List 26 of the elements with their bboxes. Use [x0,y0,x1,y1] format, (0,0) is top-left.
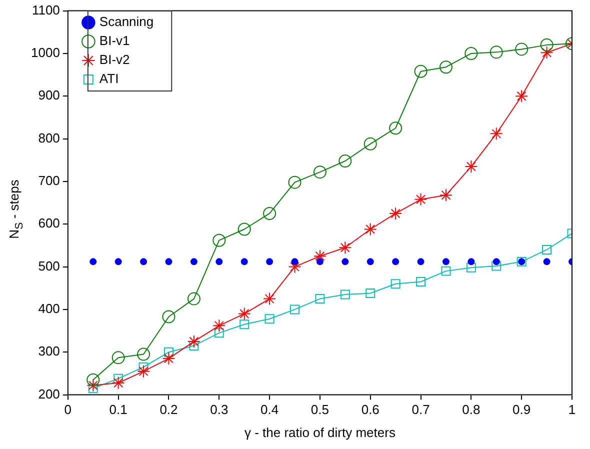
x-tick-label: 0.3 [210,402,228,418]
x-tick-label: 0.6 [361,402,380,418]
y-tick-label: 700 [38,173,60,188]
x-tick-label: 0.5 [310,402,329,418]
y-tick-label: 600 [38,216,60,231]
x-tick-label: 0.7 [412,402,430,418]
x-axis-title: γ - the ratio of dirty meters [244,424,396,440]
legend-label: Scanning [99,14,154,30]
x-tick-label: 0.1 [109,402,128,418]
y-tick-label: 900 [38,88,60,103]
x-tick-label: 1 [568,402,576,418]
y-tick-label: 800 [38,130,60,146]
legend-label: ATI [99,71,119,86]
y-tick-label: 1000 [31,45,60,60]
x-tick-label: 0.9 [512,402,531,418]
x-tick-label: 0.4 [260,402,279,418]
x-tick-label: 0 [64,402,72,418]
legend-label: BI-v2 [99,52,130,68]
x-tick-label: 0.2 [160,402,178,418]
y-tick-label: 500 [38,258,60,274]
legend-label: BI-v1 [99,33,130,48]
y-tick-label: 400 [38,301,60,316]
y-tick-label: 1100 [32,2,60,18]
y-tick-label: 300 [38,344,60,359]
x-tick-label: 0.8 [462,402,480,418]
y-tick-label: 200 [38,386,60,402]
